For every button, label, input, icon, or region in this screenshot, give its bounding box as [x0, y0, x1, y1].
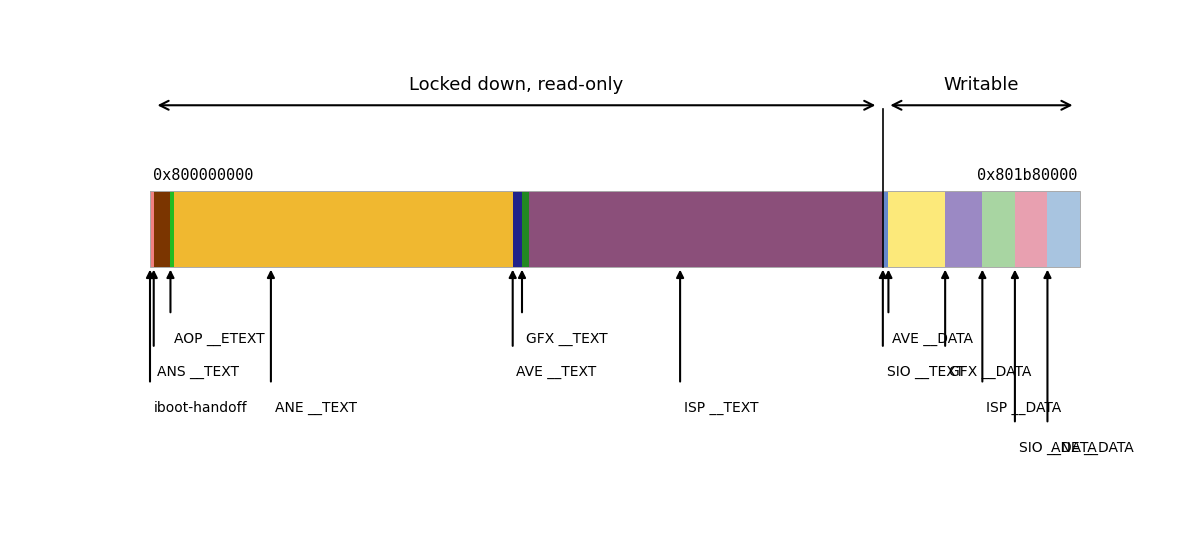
Text: SIO __DATA: SIO __DATA — [1019, 441, 1097, 455]
Text: SIO __TEXT: SIO __TEXT — [887, 366, 964, 379]
Bar — [888, 191, 946, 267]
Text: 0x800000000: 0x800000000 — [152, 168, 253, 183]
Bar — [150, 191, 154, 267]
Bar — [1015, 191, 1048, 267]
Bar — [154, 191, 170, 267]
Bar — [983, 191, 1015, 267]
Bar — [1048, 191, 1080, 267]
Bar — [522, 191, 528, 267]
Text: AOP __ETEXT: AOP __ETEXT — [174, 332, 265, 346]
Bar — [174, 191, 512, 267]
Text: iboot-handoff: iboot-handoff — [154, 401, 247, 415]
Text: ANS __TEXT: ANS __TEXT — [157, 366, 240, 379]
Text: ANE __DATA: ANE __DATA — [1051, 441, 1134, 455]
Text: AVE __DATA: AVE __DATA — [892, 332, 973, 346]
Text: GFX __TEXT: GFX __TEXT — [526, 332, 607, 346]
Bar — [150, 191, 1080, 267]
Text: Locked down, read-only: Locked down, read-only — [409, 76, 624, 94]
Bar — [946, 191, 983, 267]
Text: ISP __DATA: ISP __DATA — [986, 401, 1061, 415]
Text: 0x801b80000: 0x801b80000 — [977, 168, 1078, 183]
Text: GFX __DATA: GFX __DATA — [949, 366, 1031, 379]
Text: ANE __TEXT: ANE __TEXT — [275, 401, 356, 415]
Bar — [170, 191, 174, 267]
Bar — [528, 191, 883, 267]
Text: AVE __TEXT: AVE __TEXT — [516, 366, 596, 379]
Bar — [512, 191, 522, 267]
Bar — [883, 191, 888, 267]
Text: Writable: Writable — [943, 76, 1019, 94]
Text: ISP __TEXT: ISP __TEXT — [684, 401, 758, 415]
